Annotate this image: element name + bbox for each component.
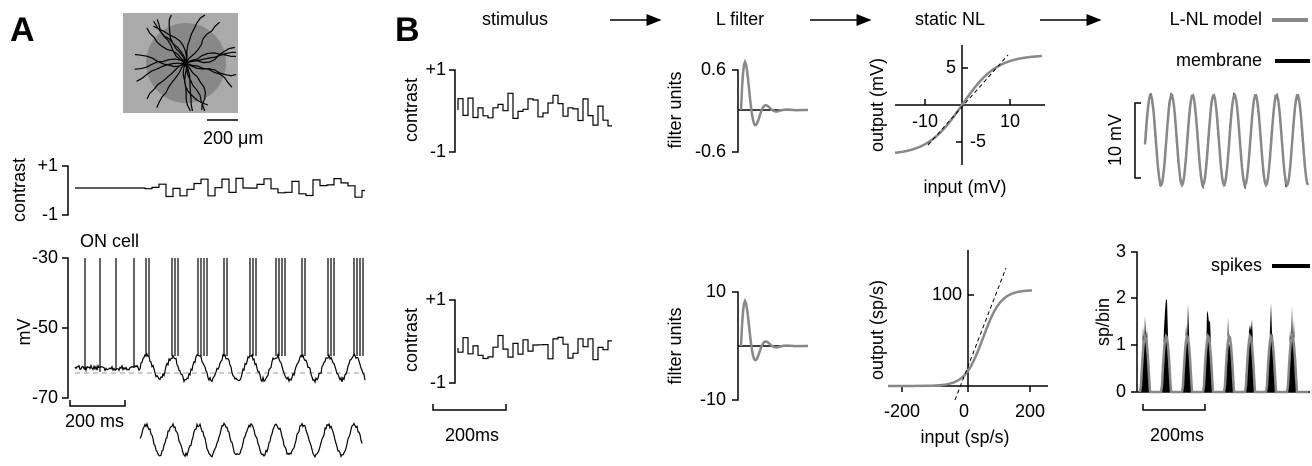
dendrite (156, 19, 187, 64)
membrane-trace (74, 352, 366, 385)
panel-label: A (10, 11, 35, 49)
tick-label: -50 (32, 317, 58, 337)
dendrite (182, 62, 208, 106)
dendrite (185, 62, 193, 111)
axis-label: output (mV) (867, 58, 887, 152)
dendrite (136, 62, 187, 82)
filter-curve (739, 58, 808, 127)
dendrite (153, 25, 188, 64)
header: static NL (915, 9, 985, 29)
dendrite (185, 62, 237, 77)
axis-label: mV (14, 319, 34, 346)
tick-label: -5 (970, 131, 986, 151)
tick-label: -1 (430, 141, 446, 161)
tick-label: 1 (1116, 334, 1126, 354)
tick-label: 2 (1116, 287, 1126, 307)
legend-label: spikes (1211, 255, 1262, 275)
scale-bar (432, 404, 507, 411)
tick-label: -10 (700, 389, 726, 409)
tick-label: -0.6 (695, 141, 726, 161)
scale-label: 10 mV (1105, 114, 1125, 166)
axis-label: input (sp/s) (920, 427, 1009, 447)
dendrite (185, 52, 237, 64)
dendrite (183, 62, 191, 112)
tick-label: 100 (932, 284, 962, 304)
linear-fit (927, 54, 1009, 146)
axis (888, 250, 1048, 392)
scale-label: 200ms (1150, 425, 1204, 445)
dendrite (185, 62, 233, 88)
spike-histogram (1140, 298, 1308, 392)
cell-label: ON cell (80, 231, 139, 251)
tick-label: 5 (946, 57, 956, 77)
scale-bar (1142, 404, 1206, 411)
scale-label: 200 μm (203, 128, 263, 148)
axis (449, 69, 456, 153)
tick-label: 200 (1015, 401, 1045, 421)
nonlinearity (894, 54, 1043, 155)
tick-label: -30 (32, 247, 58, 267)
tick-label: 10 (1000, 111, 1020, 131)
dendrite (134, 58, 187, 70)
dendrite (146, 27, 187, 64)
dendrite (185, 14, 206, 64)
dendrite (134, 53, 187, 68)
filtered-trace (139, 422, 363, 459)
tick-label: +1 (37, 155, 58, 175)
legend-label: L-NL model (1170, 9, 1262, 29)
header: L filter (716, 9, 764, 29)
spikes (84, 258, 364, 372)
dendrite (168, 14, 187, 64)
filter-curve (739, 297, 808, 362)
dendrite (185, 51, 237, 64)
axis (1131, 251, 1310, 393)
tick-label: 0 (1116, 381, 1126, 401)
dendrite (185, 62, 206, 112)
axis (62, 165, 69, 216)
stimulus-trace (457, 334, 612, 361)
tick-label: 0.6 (701, 59, 726, 79)
axis-label: contrast (401, 78, 421, 142)
tick-label: -10 (912, 111, 938, 131)
dendrites (134, 14, 237, 112)
tick-label: -70 (32, 387, 58, 407)
panel-label: B (395, 11, 420, 49)
tick-label: 10 (706, 281, 726, 301)
axis-label: input (mV) (923, 177, 1006, 197)
axis (62, 257, 69, 399)
tick-label: +1 (425, 59, 446, 79)
tick-label: -200 (884, 401, 920, 421)
linear-fit (954, 267, 1007, 401)
tick-label: 3 (1116, 241, 1126, 261)
axis-label: filter units (665, 71, 685, 148)
tick-label: -1 (42, 204, 58, 224)
scale-bar (1134, 102, 1141, 179)
stimulus-trace (457, 92, 612, 127)
scale-label: 200 ms (65, 411, 124, 431)
dendrite (156, 62, 187, 109)
model-trace (1143, 93, 1310, 188)
axis (449, 299, 456, 384)
model-rate (1138, 332, 1308, 394)
scale-bar (69, 400, 126, 407)
axis-label: contrast (401, 308, 421, 372)
nonlinearity (888, 289, 1033, 388)
axis-label: contrast (9, 158, 29, 222)
axis-label: filter units (665, 307, 685, 384)
tick-label: +1 (425, 289, 446, 309)
axis-label: output (sp/s) (867, 280, 887, 380)
tick-label: -1 (430, 372, 446, 392)
tick-label: 0 (959, 401, 969, 421)
dendrite (185, 62, 207, 111)
scale-label: 200ms (445, 425, 499, 445)
stimulus-trace (75, 177, 365, 198)
dendrite (146, 62, 187, 100)
axis-label: sp/bin (1093, 298, 1113, 346)
dendrite (185, 21, 221, 64)
header: stimulus (482, 9, 548, 29)
legend-label: membrane (1176, 50, 1262, 70)
